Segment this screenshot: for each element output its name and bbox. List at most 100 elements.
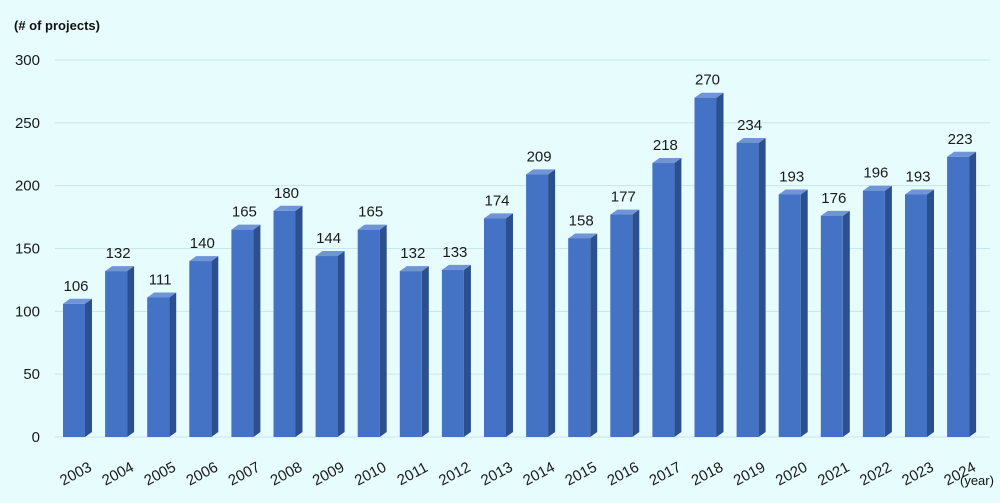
bar xyxy=(357,224,387,437)
bar-front xyxy=(568,238,591,437)
bar xyxy=(399,266,429,437)
bar-top xyxy=(947,151,977,157)
x-tick-label: 2006 xyxy=(183,459,220,490)
data-label: 193 xyxy=(905,168,930,185)
bar-front xyxy=(231,229,254,437)
bar-front xyxy=(63,303,85,437)
bar-side xyxy=(211,256,219,437)
y-tick-label: 250 xyxy=(15,115,40,132)
x-tick-label: 2017 xyxy=(647,459,684,490)
bar-side xyxy=(127,266,135,437)
x-tick-label: 2022 xyxy=(857,459,894,490)
x-tick-label: 2012 xyxy=(436,459,473,490)
bar-front xyxy=(778,194,801,437)
bar xyxy=(905,189,934,437)
x-tick-label: 2004 xyxy=(99,459,136,490)
bar-top xyxy=(357,224,387,230)
bar-top xyxy=(652,158,682,164)
bar xyxy=(736,137,766,437)
data-label: 132 xyxy=(400,245,425,262)
bar xyxy=(568,233,598,437)
bar xyxy=(441,264,471,437)
bar xyxy=(610,209,640,437)
data-label: 165 xyxy=(232,204,257,221)
x-tick-label: 2018 xyxy=(689,459,726,490)
data-label: 180 xyxy=(274,185,299,202)
bar-side xyxy=(842,210,850,437)
bar-top xyxy=(736,137,766,143)
bar-front xyxy=(862,190,885,437)
bar xyxy=(189,256,219,437)
bar-front xyxy=(694,97,717,437)
data-label: 111 xyxy=(149,272,172,289)
y-tick-label: 0 xyxy=(32,429,40,446)
x-tick-label: 2010 xyxy=(352,459,389,490)
bar-front xyxy=(484,218,506,437)
bar-top xyxy=(147,292,177,298)
bar-top xyxy=(694,92,724,98)
bar-top xyxy=(905,189,934,195)
bar-front xyxy=(610,214,633,437)
x-tick-label: 2011 xyxy=(394,459,430,489)
x-tick-label: 2019 xyxy=(731,459,768,490)
bar xyxy=(778,189,808,437)
x-tick-label: 2007 xyxy=(226,459,263,490)
bar-side xyxy=(463,264,471,437)
x-tick-label: 2015 xyxy=(562,459,599,490)
y-tick-label: 50 xyxy=(23,366,40,383)
bar-side xyxy=(884,185,892,437)
x-tick-label: 2016 xyxy=(604,459,641,490)
bar-top xyxy=(399,266,429,272)
x-axis-title: (year) xyxy=(960,473,994,488)
bar-front xyxy=(820,215,843,437)
bar-top xyxy=(820,210,850,216)
bar-side xyxy=(927,189,934,437)
bar-front xyxy=(947,156,970,437)
bar xyxy=(147,292,177,437)
x-tick-label: 2008 xyxy=(268,459,305,490)
bar-top xyxy=(189,256,219,262)
bar xyxy=(820,210,850,437)
x-axis-labels: 2003 2004 2005 2006 2007 2008 2009 2010 2011 2012… xyxy=(57,459,979,490)
y-tick-label: 300 xyxy=(15,52,40,69)
x-tick-label: 2009 xyxy=(310,459,347,490)
bar-top xyxy=(862,185,892,191)
bar-side xyxy=(169,292,177,437)
bar-top xyxy=(610,209,640,215)
bar-side xyxy=(337,251,345,437)
bar xyxy=(694,92,724,437)
data-label: 223 xyxy=(948,131,973,148)
x-tick-label: 2020 xyxy=(773,459,810,490)
bar xyxy=(63,298,92,437)
x-tick-label: 2014 xyxy=(520,459,557,490)
bar-side xyxy=(800,189,808,437)
bar-top xyxy=(105,266,135,272)
bar-front xyxy=(189,261,212,437)
bar-front xyxy=(147,297,170,437)
bar-front xyxy=(441,269,464,437)
data-label: 158 xyxy=(569,212,594,229)
bar-front xyxy=(905,194,927,437)
bar xyxy=(526,169,556,437)
data-label: 234 xyxy=(737,117,762,134)
y-tick-label: 100 xyxy=(15,303,40,320)
data-label: 140 xyxy=(190,235,215,252)
data-label: 177 xyxy=(611,189,636,206)
bar-side xyxy=(379,224,387,437)
x-tick-label: 2013 xyxy=(478,459,515,490)
data-label: 270 xyxy=(695,72,720,89)
bar xyxy=(947,151,977,437)
bar-front xyxy=(357,229,380,437)
bar xyxy=(105,266,135,437)
data-label: 193 xyxy=(779,168,804,185)
bar-side xyxy=(421,266,429,437)
bar xyxy=(484,213,513,437)
bar-top xyxy=(231,224,261,230)
bar-side xyxy=(548,169,556,437)
bar-front xyxy=(273,210,296,437)
bar-front xyxy=(526,174,549,437)
bar xyxy=(652,158,682,437)
bar-side xyxy=(716,92,724,437)
bar-side xyxy=(85,298,92,437)
